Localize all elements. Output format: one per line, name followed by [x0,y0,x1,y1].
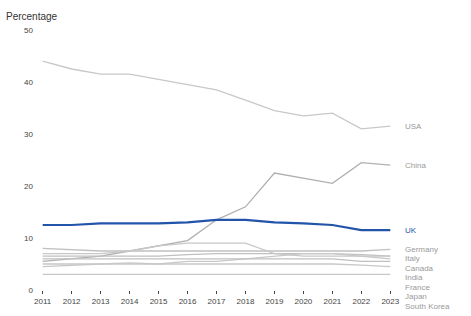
svg-text:Percentage: Percentage [6,11,58,22]
svg-text:0: 0 [29,286,34,295]
svg-text:2022: 2022 [352,297,370,306]
svg-text:30: 30 [24,130,33,139]
svg-text:USA: USA [405,122,422,131]
svg-text:Canada: Canada [405,264,434,273]
svg-text:India: India [405,273,423,282]
svg-text:2014: 2014 [121,297,139,306]
svg-text:2021: 2021 [323,297,341,306]
svg-text:2013: 2013 [92,297,110,306]
svg-text:2023: 2023 [381,297,399,306]
svg-text:UK: UK [405,226,417,235]
svg-text:2020: 2020 [295,297,313,306]
svg-text:China: China [405,161,426,170]
svg-text:40: 40 [24,78,33,87]
svg-text:2016: 2016 [179,297,197,306]
svg-text:50: 50 [24,26,33,35]
svg-text:2015: 2015 [150,297,168,306]
svg-text:10: 10 [24,234,33,243]
svg-text:20: 20 [24,182,33,191]
svg-text:Italy: Italy [405,254,420,263]
svg-text:2012: 2012 [63,297,81,306]
svg-text:South Korea: South Korea [405,302,450,311]
svg-text:2019: 2019 [266,297,284,306]
svg-text:France: France [405,283,430,292]
svg-text:2011: 2011 [34,297,52,306]
svg-text:2018: 2018 [237,297,255,306]
svg-text:2017: 2017 [208,297,226,306]
svg-text:Germany: Germany [405,245,438,254]
svg-text:Japan: Japan [405,292,427,301]
